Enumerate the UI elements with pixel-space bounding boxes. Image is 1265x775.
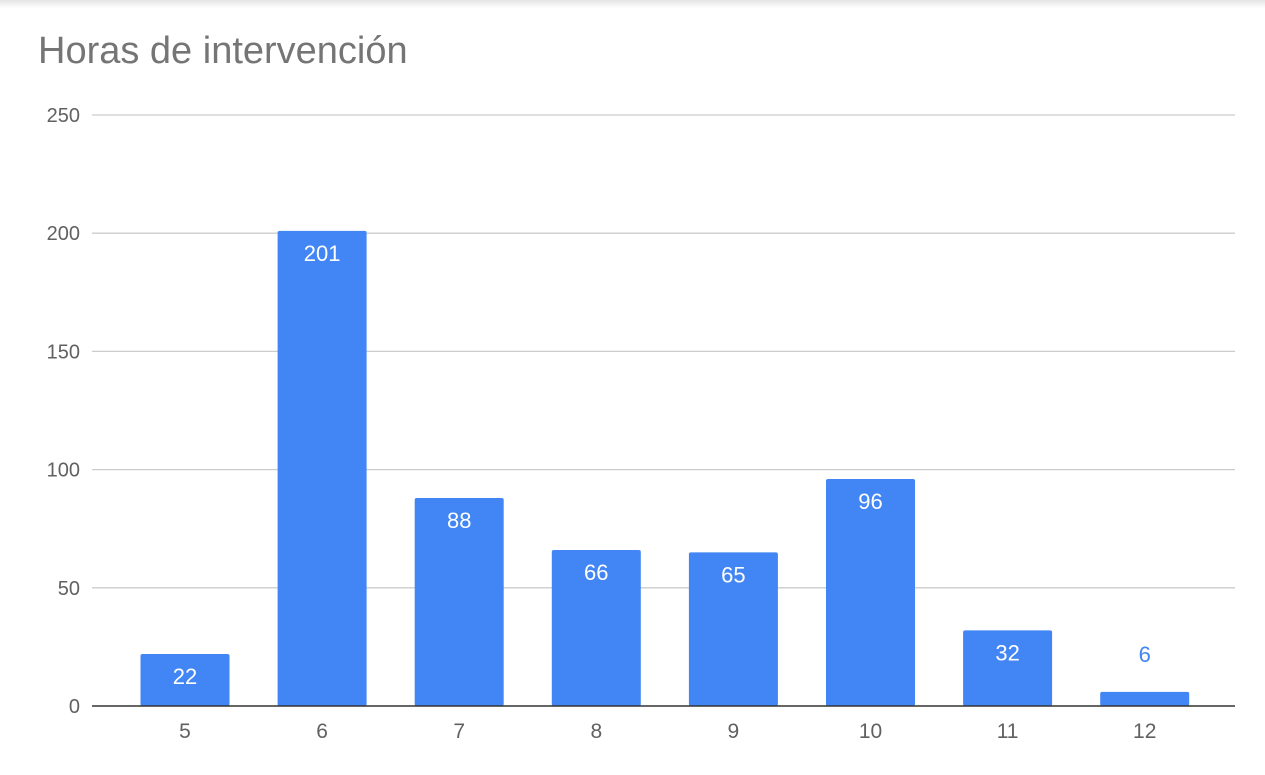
bar-8 xyxy=(551,549,641,706)
top-shadow xyxy=(0,0,1265,8)
y-tick-label: 50 xyxy=(58,578,80,600)
bar-7 xyxy=(414,497,504,706)
y-tick-label: 150 xyxy=(47,341,80,363)
data-label-11: 32 xyxy=(995,640,1019,665)
y-axis-ticks: 0 50 100 150 200 250 xyxy=(47,105,80,718)
data-label-10: 96 xyxy=(858,489,882,514)
data-label-12: 6 xyxy=(1139,642,1151,667)
x-tick-label: 5 xyxy=(179,720,191,743)
x-tick-label: 7 xyxy=(453,720,465,743)
data-label-5: 22 xyxy=(173,664,197,689)
bar-5 xyxy=(140,653,230,706)
x-tick-label: 8 xyxy=(590,720,602,743)
gridlines xyxy=(92,114,1235,589)
bar-9 xyxy=(688,552,778,706)
x-tick-label: 6 xyxy=(316,720,328,743)
y-tick-label: 100 xyxy=(47,460,80,482)
data-label-7: 88 xyxy=(447,508,471,533)
data-label-6: 201 xyxy=(304,241,341,266)
bar-11 xyxy=(963,630,1053,706)
bar-6 xyxy=(277,230,367,706)
bar-10 xyxy=(826,479,915,706)
x-axis-ticks: 5 6 7 8 9 10 11 12 xyxy=(179,720,1156,743)
y-tick-label: 250 xyxy=(47,105,80,127)
bar-12 xyxy=(1100,691,1190,706)
y-tick-label: 200 xyxy=(47,223,80,245)
y-tick-label: 0 xyxy=(69,696,80,718)
x-tick-label: 11 xyxy=(997,720,1019,743)
data-labels: 22 201 88 66 65 96 32 6 xyxy=(173,241,1151,689)
x-tick-label: 9 xyxy=(728,720,740,743)
data-label-8: 66 xyxy=(584,560,608,585)
x-tick-label: 10 xyxy=(859,720,882,743)
x-tick-label: 12 xyxy=(1133,720,1156,743)
bars xyxy=(140,230,1190,706)
chart-title: Horas de intervención xyxy=(38,30,408,72)
data-label-9: 65 xyxy=(721,562,745,587)
